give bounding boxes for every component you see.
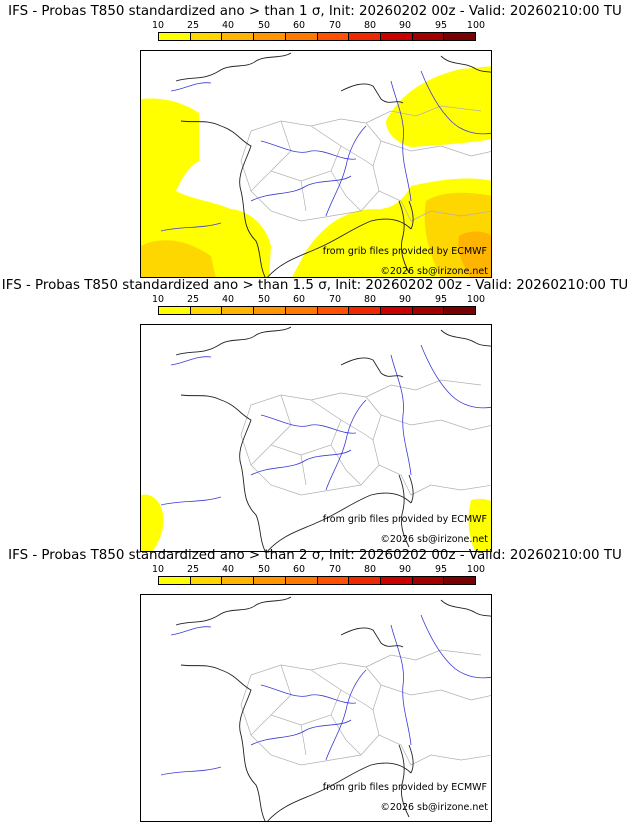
colorbar-label: 10: [151, 20, 165, 31]
colorbar-swatch: [317, 33, 350, 40]
colorbar-swatch: [412, 577, 445, 584]
colorbar-swatches: [158, 576, 476, 585]
forecast-panel-1-5sigma: IFS - Probas T850 standardized ano > tha…: [0, 278, 630, 552]
colorbar-label: 60: [292, 294, 306, 305]
colorbar-swatches: [158, 32, 476, 41]
colorbar-label: 70: [328, 20, 342, 31]
credit-copyright: ©2026 sb@irizone.net: [380, 802, 488, 813]
probability-fill: [141, 494, 491, 551]
colorbar-label: 25: [186, 294, 200, 305]
forecast-panel-1sigma: IFS - Probas T850 standardized ano > tha…: [0, 4, 630, 278]
colorbar-label: 80: [363, 294, 377, 305]
colorbar-swatch: [444, 307, 476, 314]
colorbar-labels: 10 25 40 50 60 70 80 90 95 100: [152, 20, 485, 31]
borders-layer: [240, 379, 491, 496]
credit-copyright: ©2026 sb@irizone.net: [380, 266, 488, 277]
colorbar-label: 10: [151, 564, 165, 575]
panel-title: IFS - Probas T850 standardized ano > tha…: [8, 4, 622, 19]
borders-layer: [240, 649, 491, 766]
credit-source: from grib files provided by ECMWF: [322, 246, 487, 257]
colorbar-swatch: [317, 307, 350, 314]
colorbar-swatch: [254, 307, 286, 314]
colorbar-label: 40: [221, 294, 235, 305]
panel-title: IFS - Probas T850 standardized ano > tha…: [1, 278, 629, 293]
colorbar-label: 95: [434, 20, 448, 31]
colorbar-swatch: [412, 33, 445, 40]
panel-title: IFS - Probas T850 standardized ano > tha…: [8, 548, 622, 563]
colorbar-swatch: [317, 577, 350, 584]
colorbar-label: 60: [292, 564, 306, 575]
colorbar-label: 50: [257, 294, 271, 305]
map-drawing: [141, 52, 491, 277]
colorbar-swatch: [190, 33, 223, 40]
colorbar-swatch: [285, 577, 318, 584]
colorbar-swatch: [222, 577, 255, 584]
colorbar-swatch: [222, 33, 255, 40]
colorbar-swatch: [222, 307, 255, 314]
colorbar-swatch: [349, 577, 381, 584]
colorbar-label: 70: [328, 294, 342, 305]
map-drawing: [160, 596, 491, 821]
colorbar-swatch: [159, 577, 191, 584]
colorbar-label: 95: [434, 294, 448, 305]
colorbar-label: 90: [398, 20, 412, 31]
colorbar-swatch: [380, 577, 413, 584]
probability-map: [140, 594, 492, 822]
colorbar-label: 90: [398, 294, 412, 305]
colorbar-label: 100: [466, 20, 486, 31]
colorbar-label: 25: [186, 20, 200, 31]
colorbar-label: 80: [363, 564, 377, 575]
colorbar-label: 70: [328, 564, 342, 575]
colorbar-swatch: [380, 33, 413, 40]
colorbar-swatch: [444, 577, 476, 584]
colorbar-label: 80: [363, 20, 377, 31]
colorbar-label: 10: [151, 294, 165, 305]
coastline-layer: [175, 326, 491, 551]
colorbar-label: 25: [186, 564, 200, 575]
colorbar-label: 100: [466, 294, 486, 305]
probability-map: [140, 50, 492, 278]
probability-map: [140, 324, 492, 552]
credit-source: from grib files provided by ECMWF: [322, 514, 487, 525]
colorbar-label: 40: [221, 564, 235, 575]
colorbar-swatch: [159, 33, 191, 40]
colorbar-swatch: [349, 33, 381, 40]
colorbar-swatches: [158, 306, 476, 315]
colorbar: 10 25 40 50 60 70 80 90 95 100: [152, 564, 485, 588]
coastline-layer: [175, 596, 491, 821]
colorbar-swatch: [285, 307, 318, 314]
colorbar-swatch: [190, 577, 223, 584]
colorbar-swatch: [444, 33, 476, 40]
colorbar-label: 90: [398, 564, 412, 575]
colorbar-swatch: [349, 307, 381, 314]
rivers-layer: [160, 614, 491, 776]
rivers-layer: [160, 70, 491, 232]
forecast-panel-2sigma: IFS - Probas T850 standardized ano > tha…: [0, 548, 630, 822]
colorbar-swatch: [412, 307, 445, 314]
colorbar-swatch: [254, 33, 286, 40]
colorbar: 10 25 40 50 60 70 80 90 95 100: [152, 294, 485, 318]
colorbar-label: 40: [221, 20, 235, 31]
colorbar: 10 25 40 50 60 70 80 90 95 100: [152, 20, 485, 44]
colorbar-label: 60: [292, 20, 306, 31]
colorbar-swatch: [159, 307, 191, 314]
colorbar-label: 100: [466, 564, 486, 575]
probability-fill: [141, 66, 491, 277]
colorbar-swatch: [254, 577, 286, 584]
colorbar-labels: 10 25 40 50 60 70 80 90 95 100: [152, 294, 485, 305]
map-drawing: [141, 326, 491, 551]
colorbar-label: 50: [257, 564, 271, 575]
coastline-layer: [175, 52, 491, 277]
colorbar-label: 50: [257, 20, 271, 31]
credit-copyright: ©2026 sb@irizone.net: [380, 534, 488, 545]
colorbar-swatch: [380, 307, 413, 314]
colorbar-swatch: [190, 307, 223, 314]
colorbar-label: 95: [434, 564, 448, 575]
colorbar-swatch: [285, 33, 318, 40]
credit-source: from grib files provided by ECMWF: [322, 782, 487, 793]
rivers-layer: [160, 344, 491, 506]
colorbar-labels: 10 25 40 50 60 70 80 90 95 100: [152, 564, 485, 575]
